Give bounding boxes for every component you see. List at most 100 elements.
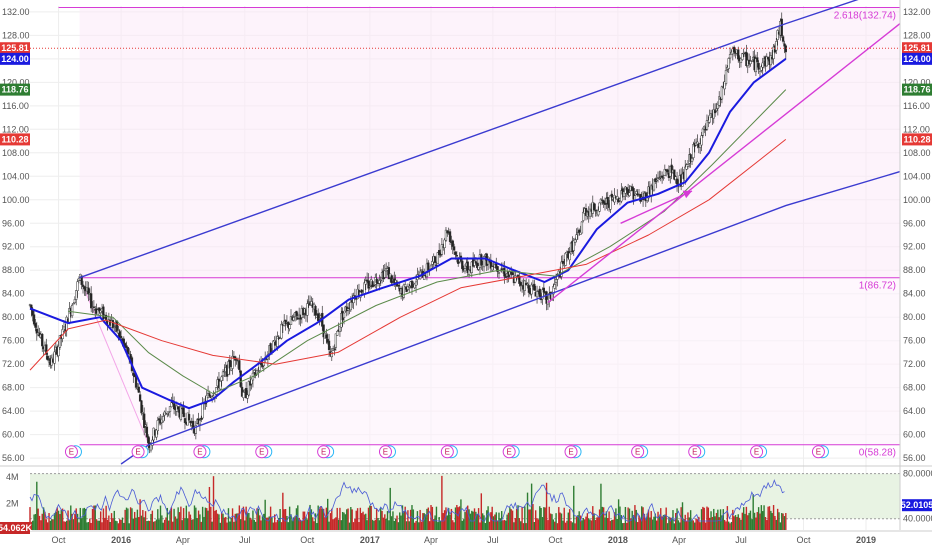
candle-body bbox=[497, 272, 501, 274]
candle-body bbox=[700, 135, 703, 146]
volume-badge-box bbox=[0, 522, 30, 534]
candle-body bbox=[538, 288, 541, 297]
candle bbox=[307, 295, 310, 308]
candle bbox=[406, 283, 410, 292]
volume-bar bbox=[212, 476, 215, 530]
candle-body bbox=[429, 265, 433, 269]
candle-body bbox=[463, 268, 467, 272]
volume-bar bbox=[537, 519, 540, 530]
candle bbox=[394, 274, 397, 290]
time-axis-tick-label: Oct bbox=[548, 535, 563, 545]
volume-bar bbox=[438, 516, 440, 530]
candle-body bbox=[333, 348, 336, 350]
volume-bar bbox=[89, 518, 91, 530]
volume-bar bbox=[203, 516, 205, 530]
oscillator-badge: 52.0105 bbox=[901, 499, 932, 512]
price-badge-right: 110.28 bbox=[902, 133, 932, 146]
volume-bar bbox=[726, 506, 729, 530]
volume-bar bbox=[488, 521, 491, 530]
time-axis-tick-label: Apr bbox=[672, 535, 686, 545]
volume-bar bbox=[124, 509, 126, 530]
volume-bar bbox=[446, 515, 449, 530]
volume-bar bbox=[104, 517, 106, 530]
candle-body bbox=[761, 62, 764, 68]
volume-bar bbox=[63, 521, 65, 530]
candle-body bbox=[360, 289, 363, 293]
candle-body bbox=[53, 351, 56, 364]
price-axis-tick-label: 68.00 bbox=[903, 383, 926, 393]
earnings-marker-label: E bbox=[692, 448, 697, 457]
candle bbox=[242, 389, 245, 401]
candle bbox=[542, 282, 545, 296]
candle-body bbox=[616, 196, 619, 200]
candle-body bbox=[288, 324, 291, 330]
volume-axis-tick-label: 4M bbox=[6, 472, 19, 482]
candle bbox=[588, 203, 592, 220]
candle-body bbox=[745, 51, 748, 66]
candle-body bbox=[701, 128, 705, 136]
candle-body bbox=[368, 285, 371, 288]
volume-bar bbox=[596, 517, 598, 530]
volume-bar bbox=[231, 508, 234, 530]
earnings-marker-circle bbox=[750, 445, 764, 459]
volume-bar bbox=[120, 519, 122, 530]
volume-bar bbox=[272, 522, 275, 530]
candle-body bbox=[739, 58, 743, 63]
candle bbox=[756, 51, 759, 68]
candle-body bbox=[310, 301, 313, 306]
volume-bar bbox=[117, 523, 120, 530]
volume-bar bbox=[634, 505, 636, 530]
volume-bar bbox=[454, 507, 457, 530]
volume-bar bbox=[94, 505, 96, 530]
volume-bar bbox=[670, 517, 673, 530]
volume-bar bbox=[722, 509, 724, 530]
earnings-marker-label: E bbox=[816, 448, 821, 457]
volume-bar bbox=[465, 510, 468, 530]
candle bbox=[580, 220, 584, 234]
volume-bar bbox=[684, 514, 686, 530]
price-badge-box bbox=[0, 83, 30, 96]
candle bbox=[686, 159, 690, 170]
volume-bar bbox=[177, 507, 179, 530]
volume-bar bbox=[310, 509, 313, 530]
candle bbox=[145, 422, 149, 438]
candle-body bbox=[167, 411, 170, 413]
candle-body bbox=[244, 387, 248, 399]
volume-bar bbox=[476, 514, 478, 530]
volume-bar bbox=[651, 519, 654, 530]
candle bbox=[172, 396, 176, 415]
candle bbox=[41, 333, 44, 352]
candle-body bbox=[420, 269, 423, 271]
price-axis-tick-label: 112.00 bbox=[903, 124, 930, 134]
candle bbox=[219, 380, 222, 390]
candle bbox=[75, 290, 78, 306]
candle-body bbox=[147, 436, 150, 444]
volume-bar bbox=[475, 511, 477, 530]
volume-bar bbox=[199, 514, 201, 530]
volume-bar bbox=[505, 520, 507, 530]
volume-bar bbox=[336, 507, 338, 530]
price-badge-right: 125.81 bbox=[902, 42, 932, 55]
candle bbox=[448, 228, 452, 246]
candle-body bbox=[76, 281, 79, 291]
candle bbox=[314, 305, 317, 320]
candle-body bbox=[375, 278, 378, 283]
volume-bar bbox=[631, 510, 633, 530]
earnings-marker-circle bbox=[440, 445, 454, 459]
volume-bar bbox=[67, 510, 69, 530]
candle bbox=[166, 413, 169, 418]
volume-bar bbox=[713, 508, 715, 530]
candle-body bbox=[172, 403, 176, 410]
time-axis-tick-label: Oct bbox=[796, 535, 811, 545]
volume-bar bbox=[552, 519, 555, 530]
volume-bar bbox=[140, 515, 143, 530]
volume-bar bbox=[87, 522, 90, 530]
volume-bar bbox=[374, 519, 376, 530]
volume-bar bbox=[219, 522, 222, 530]
candle bbox=[444, 226, 448, 243]
candle bbox=[749, 55, 752, 67]
volume-bar bbox=[554, 521, 556, 530]
candle bbox=[410, 280, 414, 295]
volume-bar bbox=[428, 521, 431, 530]
candle-body bbox=[552, 286, 555, 295]
